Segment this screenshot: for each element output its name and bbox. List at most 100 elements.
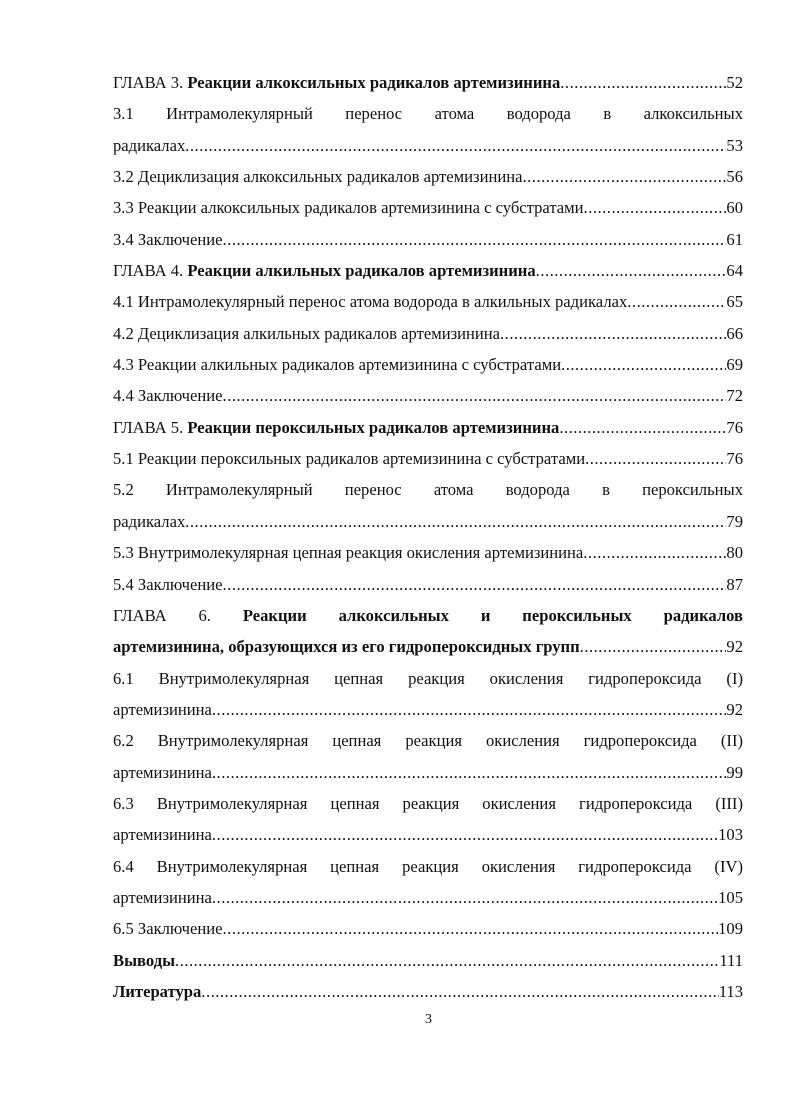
- toc-entry-label: 4.3 Реакции алкильных радикалов артемизи…: [113, 355, 562, 375]
- toc-entry-label: радикалах: [113, 511, 186, 531]
- leader-dots: ........................................…: [500, 323, 726, 343]
- toc-entry-text: 4.3 Реакции алкильных радикалов артемизи…: [113, 352, 561, 378]
- toc-entry-label: 6.2 Внутримолекулярная цепная реакция ок…: [113, 731, 743, 751]
- toc-entry-line: 4.4 Заключение .........................…: [113, 383, 743, 414]
- toc-entry-title: артемизинина, образующихся из его гидроп…: [113, 637, 580, 657]
- leader-dots: ........................................…: [559, 417, 727, 437]
- toc-entry-line: 5.3 Внутримолекулярная цепная реакция ок…: [113, 540, 743, 571]
- toc-page-number: 103: [718, 825, 743, 845]
- toc-entry-title: Литература: [113, 981, 202, 1001]
- toc-page-number: 99: [726, 762, 743, 782]
- toc-entry-line: артемизинина ...........................…: [113, 697, 743, 728]
- leader-dots: ........................................…: [211, 825, 719, 845]
- toc-page-number: 66: [726, 323, 743, 343]
- toc-entry-text: 4.4 Заключение: [113, 383, 223, 409]
- toc-page-number: 52: [726, 73, 743, 92]
- leader-dots: ........................................…: [222, 574, 727, 594]
- toc-entry-line: артемизинина ...........................…: [113, 760, 743, 791]
- toc-entry-label: 3.1 Интрамолекулярный перенос атома водо…: [113, 104, 743, 124]
- toc-entry-text: артемизинина: [113, 822, 212, 848]
- toc-entry-line: 4.2 Дециклизация алкильных радикалов арт…: [113, 321, 743, 352]
- leader-dots: ........................................…: [222, 229, 727, 249]
- toc-entry-text: ГЛАВА 4. Реакции алкильных радикалов арт…: [113, 258, 536, 284]
- leader-dots: ........................................…: [222, 386, 727, 406]
- table-of-contents: ГЛАВА 3. Реакции алкоксильных радикалов …: [113, 70, 743, 1010]
- leader-dots: ........................................…: [211, 887, 719, 907]
- toc-page-number: 92: [726, 699, 743, 719]
- leader-dots: ........................................…: [579, 637, 727, 657]
- toc-entry-text: артемизинина: [113, 885, 212, 911]
- toc-entry-text: 5.3 Внутримолекулярная цепная реакция ок…: [113, 540, 583, 566]
- toc-page-number: 76: [726, 449, 743, 469]
- toc-entry-label: ГЛАВА 3.: [113, 73, 188, 92]
- toc-page-number: 76: [726, 417, 743, 437]
- toc-entry-line: Выводы..................................…: [113, 948, 743, 979]
- toc-entry-line: 6.3 Внутримолекулярная цепная реакция ок…: [113, 791, 743, 822]
- toc-entry-title: Реакции алкоксильных радикалов артемизин…: [187, 73, 561, 92]
- toc-entry-label: радикалах: [113, 135, 186, 155]
- toc-page-number: 109: [718, 919, 743, 939]
- toc-entry-title: Реакции пероксильных радикалов артемизин…: [187, 417, 560, 437]
- toc-page-number: 72: [726, 386, 743, 406]
- leader-dots: ........................................…: [535, 261, 727, 281]
- leader-dots: ........................................…: [627, 292, 726, 312]
- toc-page-number: 80: [726, 543, 743, 563]
- toc-entry-label: артемизинина: [113, 762, 212, 782]
- toc-page-number: 56: [726, 167, 743, 187]
- toc-entry-line: 5.1 Реакции пероксильных радикалов артем…: [113, 446, 743, 477]
- toc-entry-text: Литература: [113, 979, 201, 1005]
- toc-entry-label: артемизинина: [113, 825, 212, 845]
- toc-entry-text: 5.1 Реакции пероксильных радикалов артем…: [113, 446, 585, 472]
- toc-entry-title: Выводы: [113, 950, 176, 970]
- toc-entry-line: 6.1 Внутримолекулярная цепная реакция ок…: [113, 666, 743, 697]
- toc-entry-line: 5.4 Заключение .........................…: [113, 572, 743, 603]
- leader-dots: ........................................…: [222, 919, 719, 939]
- toc-entry-text: Выводы: [113, 948, 175, 974]
- toc-entry-label: артемизинина: [113, 699, 212, 719]
- leader-dots: ........................................…: [185, 511, 726, 531]
- toc-entry-line: артемизинина ...........................…: [113, 885, 743, 916]
- toc-entry-label: 6.5 Заключение: [113, 919, 223, 939]
- toc-entry-text: 6.5 Заключение: [113, 916, 223, 942]
- toc-entry-label: ГЛАВА 5.: [113, 417, 188, 437]
- leader-dots: ........................................…: [560, 73, 727, 92]
- toc-entry-label: ГЛАВА 6.: [113, 605, 243, 625]
- toc-page-number: 61: [726, 229, 743, 249]
- toc-entry-line: 4.3 Реакции алкильных радикалов артемизи…: [113, 352, 743, 383]
- toc-entry-text: 3.2 Дециклизация алкоксильных радикалов …: [113, 164, 523, 190]
- toc-entry-line: артемизинина, образующихся из его гидроп…: [113, 634, 743, 665]
- toc-entry-text: артемизинина, образующихся из его гидроп…: [113, 634, 580, 660]
- toc-entry-line: 4.1 Интрамолекулярный перенос атома водо…: [113, 289, 743, 320]
- toc-page-number: 87: [726, 574, 743, 594]
- leader-dots: ........................................…: [561, 355, 727, 375]
- toc-entry-label: 3.2 Дециклизация алкоксильных радикалов …: [113, 167, 523, 187]
- toc-entry-line: ГЛАВА 5. Реакции пероксильных радикалов …: [113, 415, 743, 446]
- toc-entry-label: 3.3 Реакции алкоксильных радикалов артем…: [113, 198, 584, 218]
- toc-entry-text: 4.2 Дециклизация алкильных радикалов арт…: [113, 321, 500, 347]
- toc-entry-text: 5.4 Заключение: [113, 572, 223, 598]
- leader-dots: ........................................…: [211, 762, 727, 782]
- toc-entry-label: 5.1 Реакции пероксильных радикалов артем…: [113, 449, 586, 469]
- toc-entry-label: 5.2 Интрамолекулярный перенос атома водо…: [113, 480, 743, 500]
- toc-entry-line: 6.2 Внутримолекулярная цепная реакция ок…: [113, 728, 743, 759]
- toc-entry-line: радикалах ..............................…: [113, 509, 743, 540]
- leader-dots: ........................................…: [583, 198, 727, 218]
- toc-page-number: 113: [718, 981, 743, 1001]
- leader-dots: ........................................…: [522, 167, 727, 187]
- toc-entry-line: ГЛАВА 4. Реакции алкильных радикалов арт…: [113, 258, 743, 289]
- toc-page-number: 111: [719, 950, 743, 970]
- toc-page-number: 92: [726, 637, 743, 657]
- toc-entry-line: ГЛАВА 3. Реакции алкоксильных радикалов …: [113, 70, 743, 101]
- toc-entry-text: артемизинина: [113, 760, 212, 786]
- toc-entry-text: 4.1 Интрамолекулярный перенос атома водо…: [113, 289, 627, 315]
- leader-dots: ........................................…: [175, 950, 719, 970]
- toc-entry-label: 6.4 Внутримолекулярная цепная реакция ок…: [113, 856, 743, 876]
- toc-entry-line: 6.4 Внутримолекулярная цепная реакция ок…: [113, 854, 743, 885]
- toc-page-number: 65: [726, 292, 743, 312]
- toc-entry-line: артемизинина ...........................…: [113, 822, 743, 853]
- toc-entry-text: ГЛАВА 3. Реакции алкоксильных радикалов …: [113, 70, 560, 96]
- toc-entry-line: 5.2 Интрамолекулярный перенос атома водо…: [113, 477, 743, 508]
- toc-entry-line: радикалах ..............................…: [113, 133, 743, 164]
- toc-entry-text: 3.4 Заключение: [113, 227, 223, 253]
- toc-entry-label: 6.1 Внутримолекулярная цепная реакция ок…: [113, 668, 743, 688]
